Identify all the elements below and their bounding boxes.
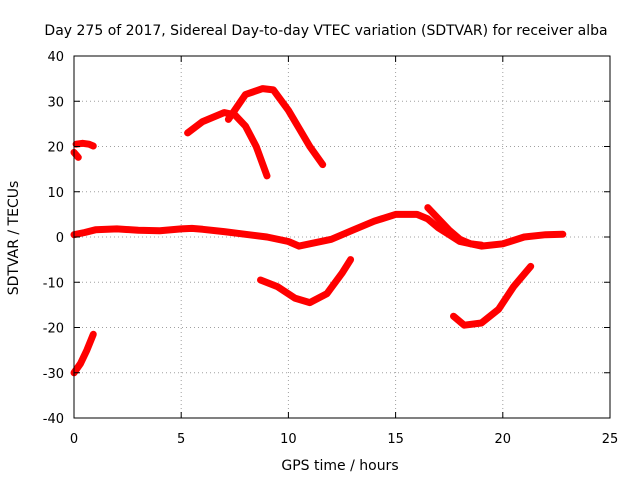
series-arc-7 — [257, 256, 355, 307]
chart-title: Day 275 of 2017, Sidereal Day-to-day VTE… — [44, 23, 607, 39]
y-tick-label: 40 — [47, 50, 64, 65]
series-arc-8 — [424, 204, 485, 249]
y-tick-label: -40 — [43, 412, 64, 427]
y-tick-label: 20 — [47, 141, 64, 156]
x-tick-label: 5 — [177, 432, 185, 447]
y-tick-label: -30 — [43, 367, 64, 382]
series-arc-3 — [70, 330, 97, 377]
x-tick-label: 25 — [602, 432, 619, 447]
axis-ticks: 0 5 10 15 20 25 -40 -30 -20 -10 0 10 20 30 40 — [43, 50, 619, 447]
series-layer — [70, 85, 567, 377]
y-axis-label: SDTVAR / TECUs — [6, 181, 22, 296]
x-tick-label: 10 — [280, 432, 297, 447]
series-arc-4 — [70, 210, 567, 250]
y-tick-label: 10 — [47, 186, 64, 201]
x-axis-label: GPS time / hours — [281, 458, 398, 474]
y-tick-label: -20 — [43, 322, 64, 337]
y-tick-label: 30 — [47, 95, 64, 110]
x-tick-label: 20 — [495, 432, 512, 447]
series-arc-2 — [72, 139, 97, 150]
y-tick-label: 0 — [56, 231, 64, 246]
series-arc-1 — [70, 148, 82, 161]
y-tick-label: -10 — [43, 276, 64, 291]
series-arc-9 — [450, 262, 535, 329]
series-arc-6 — [224, 85, 327, 169]
x-tick-label: 0 — [70, 432, 78, 447]
x-tick-label: 15 — [387, 432, 404, 447]
